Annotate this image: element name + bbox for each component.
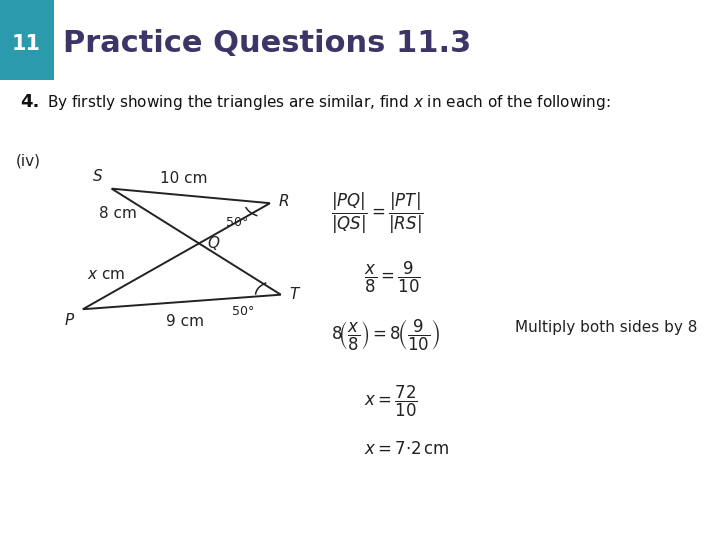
Text: Practice Questions 11.3: Practice Questions 11.3: [63, 30, 472, 58]
Text: 9 cm: 9 cm: [166, 314, 204, 329]
Text: R: R: [279, 194, 289, 208]
Text: 11: 11: [12, 34, 41, 54]
Text: 8 cm: 8 cm: [99, 206, 138, 221]
Text: $x$ cm: $x$ cm: [87, 267, 125, 282]
Text: $\dfrac{x}{8} = \dfrac{9}{10}$: $\dfrac{x}{8} = \dfrac{9}{10}$: [364, 259, 420, 294]
Text: 10 cm: 10 cm: [160, 171, 207, 186]
Text: 50°: 50°: [232, 305, 255, 318]
Text: P: P: [65, 313, 74, 328]
Text: Q: Q: [207, 236, 220, 251]
Text: $8\!\left(\dfrac{x}{8}\right) = 8\!\left(\dfrac{9}{10}\right)$: $8\!\left(\dfrac{x}{8}\right) = 8\!\left…: [331, 318, 441, 353]
Text: 4.: 4.: [20, 93, 40, 111]
Text: $x = 7{\cdot}2\,\mathrm{cm}$: $x = 7{\cdot}2\,\mathrm{cm}$: [364, 440, 449, 458]
Text: By firstly showing the triangles are similar, find $x$ in each of the following:: By firstly showing the triangles are sim…: [47, 92, 611, 112]
Text: $\dfrac{|PQ|}{|QS|} = \dfrac{|PT|}{|RS|}$: $\dfrac{|PQ|}{|QS|} = \dfrac{|PT|}{|RS|}…: [331, 191, 424, 236]
Text: $x = \dfrac{72}{10}$: $x = \dfrac{72}{10}$: [364, 384, 418, 419]
Bar: [0, 0, 54, 80]
Text: Multiply both sides by 8: Multiply both sides by 8: [515, 320, 697, 335]
Text: (iv): (iv): [16, 153, 41, 168]
Text: T: T: [289, 287, 299, 302]
Text: S: S: [94, 168, 103, 184]
Text: 50°: 50°: [226, 215, 249, 228]
